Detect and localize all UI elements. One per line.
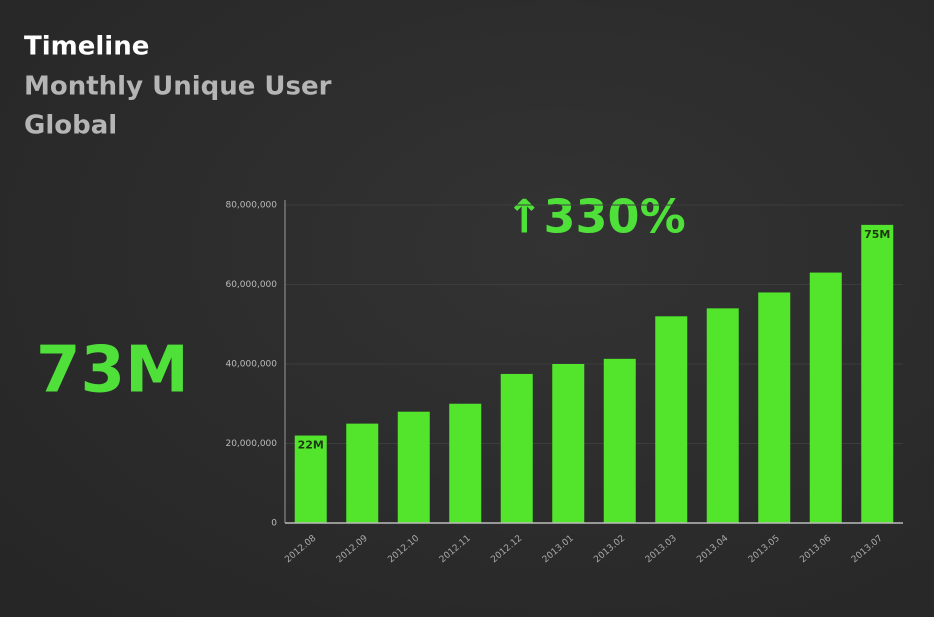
bar — [809, 272, 842, 523]
bar — [603, 358, 636, 523]
highlight-number: 73M — [36, 334, 189, 408]
y-tick-label: 20,000,000 — [225, 439, 277, 449]
bar — [552, 364, 585, 523]
subtitle: Global — [24, 111, 117, 141]
bar — [655, 316, 688, 523]
bar — [449, 403, 482, 523]
bar — [294, 435, 327, 523]
value-label: 22M — [298, 439, 324, 452]
y-tick-label: 0 — [271, 519, 277, 529]
bar — [706, 308, 739, 523]
bar — [346, 423, 379, 523]
bar — [758, 292, 791, 523]
bar — [500, 373, 533, 523]
subtitle: Monthly Unique User — [24, 72, 332, 102]
chart-title: Timeline — [24, 32, 149, 62]
bar — [861, 224, 894, 523]
value-label: 75M — [864, 228, 890, 241]
y-tick-label: 40,000,000 — [225, 360, 277, 370]
growth-annotation: ↑330% — [505, 190, 686, 244]
y-tick-label: 60,000,000 — [225, 280, 277, 290]
y-tick-label: 80,000,000 — [225, 201, 277, 211]
bar — [397, 411, 430, 523]
